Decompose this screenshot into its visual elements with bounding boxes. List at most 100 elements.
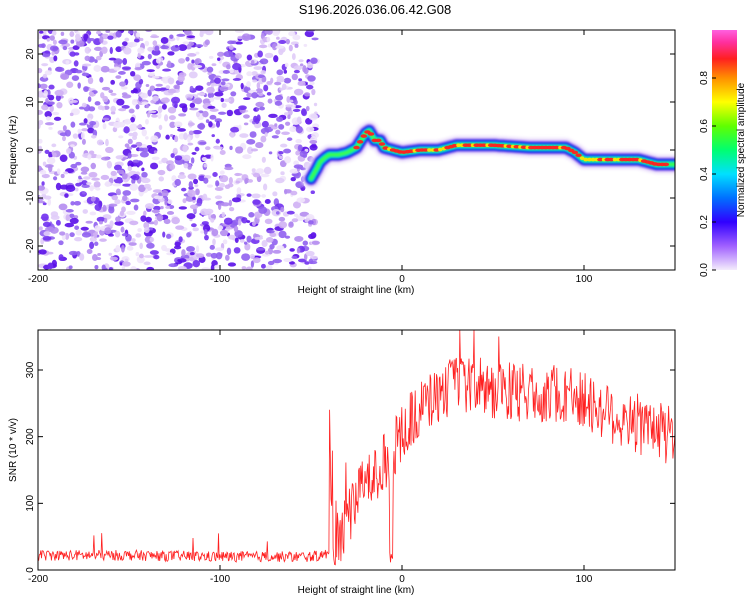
y-tick-label: 0	[25, 567, 36, 573]
noise-blob	[310, 232, 317, 239]
noise-blob	[306, 126, 315, 133]
noise-blob	[276, 36, 280, 40]
noise-blob	[230, 126, 240, 133]
noise-blob	[178, 113, 187, 117]
noise-blob	[166, 252, 173, 256]
noise-blob	[51, 30, 57, 36]
noise-blob	[215, 138, 220, 144]
noise-blob	[153, 219, 159, 226]
noise-blob	[127, 165, 133, 172]
noise-blob	[228, 176, 233, 185]
noise-blob	[94, 101, 101, 106]
noise-blob	[310, 57, 318, 64]
noise-blob	[173, 103, 178, 109]
noise-blob	[183, 30, 192, 36]
noise-blob	[223, 98, 232, 103]
noise-blob	[108, 203, 118, 207]
noise-blob	[295, 125, 303, 134]
noise-blob	[95, 55, 102, 61]
noise-blob	[215, 252, 223, 260]
noise-blob	[220, 202, 230, 207]
noise-blob	[160, 206, 164, 210]
noise-blob	[175, 225, 185, 230]
noise-blob	[66, 147, 72, 154]
noise-blob	[41, 63, 49, 67]
noise-blob	[38, 33, 43, 40]
noise-blob	[189, 204, 199, 210]
noise-blob	[260, 135, 267, 143]
noise-blob	[131, 98, 138, 106]
noise-blob	[311, 240, 320, 245]
noise-blob	[135, 104, 140, 110]
noise-blob	[108, 57, 117, 61]
noise-blob	[250, 148, 259, 152]
noise-blob	[75, 229, 82, 236]
noise-blob	[220, 97, 225, 103]
noise-blob	[115, 46, 123, 53]
noise-blob	[42, 73, 48, 79]
noise-blob	[201, 267, 211, 270]
noise-blob	[46, 38, 50, 42]
noise-blob	[256, 82, 261, 90]
noise-blob	[205, 252, 213, 257]
noise-blob	[275, 129, 281, 135]
colorbar-tick-label: 0.0	[699, 263, 710, 277]
noise-blob	[234, 237, 239, 243]
noise-blob	[158, 176, 165, 182]
noise-blob	[308, 113, 318, 121]
noise-blob	[239, 133, 249, 138]
noise-blob	[295, 138, 302, 144]
noise-blob	[195, 253, 205, 258]
noise-blob	[187, 163, 192, 170]
noise-blob	[195, 245, 200, 253]
noise-blob	[95, 257, 102, 261]
noise-blob	[128, 242, 137, 246]
x-tick-label: 100	[576, 274, 593, 285]
noise-blob	[179, 103, 188, 109]
noise-blob	[267, 260, 275, 266]
noise-blob	[275, 45, 285, 49]
noise-blob	[195, 188, 200, 196]
noise-blob	[214, 77, 221, 84]
noise-blob	[265, 265, 273, 270]
noise-blob	[201, 221, 209, 226]
noise-blob	[41, 104, 49, 111]
noise-blob	[129, 220, 139, 226]
noise-blob	[285, 104, 293, 108]
noise-blob	[244, 177, 250, 184]
noise-blob	[264, 132, 268, 137]
noise-blob	[83, 86, 89, 92]
noise-blob	[161, 103, 167, 110]
noise-blob	[81, 128, 89, 132]
noise-blob	[205, 119, 210, 124]
noise-blob	[311, 88, 316, 96]
noise-blob	[146, 242, 155, 249]
noise-blob	[48, 164, 53, 173]
noise-blob	[313, 102, 318, 107]
noise-blob	[161, 244, 167, 252]
noise-blob	[241, 266, 247, 270]
chart-title: S196.2026.036.06.42.G08	[299, 2, 452, 17]
noise-blob	[246, 92, 253, 98]
noise-blob	[80, 226, 89, 231]
noise-blob	[169, 121, 176, 129]
noise-blob	[271, 135, 279, 139]
noise-blob	[80, 166, 90, 173]
noise-blob	[132, 159, 140, 163]
noise-blob	[174, 241, 181, 247]
noise-blob	[105, 146, 114, 154]
noise-blob	[174, 178, 181, 187]
noise-blob	[208, 55, 214, 59]
noise-blob	[82, 63, 92, 67]
noise-blob	[311, 37, 319, 41]
noise-blob	[43, 89, 48, 97]
noise-blob	[38, 138, 43, 144]
noise-blob	[88, 37, 95, 42]
noise-blob	[250, 59, 255, 65]
noise-blob	[263, 84, 269, 92]
noise-blob	[284, 121, 291, 126]
noise-blob	[195, 51, 200, 55]
noise-blob	[70, 39, 75, 44]
noise-blob	[191, 151, 197, 155]
noise-blob	[205, 146, 211, 151]
